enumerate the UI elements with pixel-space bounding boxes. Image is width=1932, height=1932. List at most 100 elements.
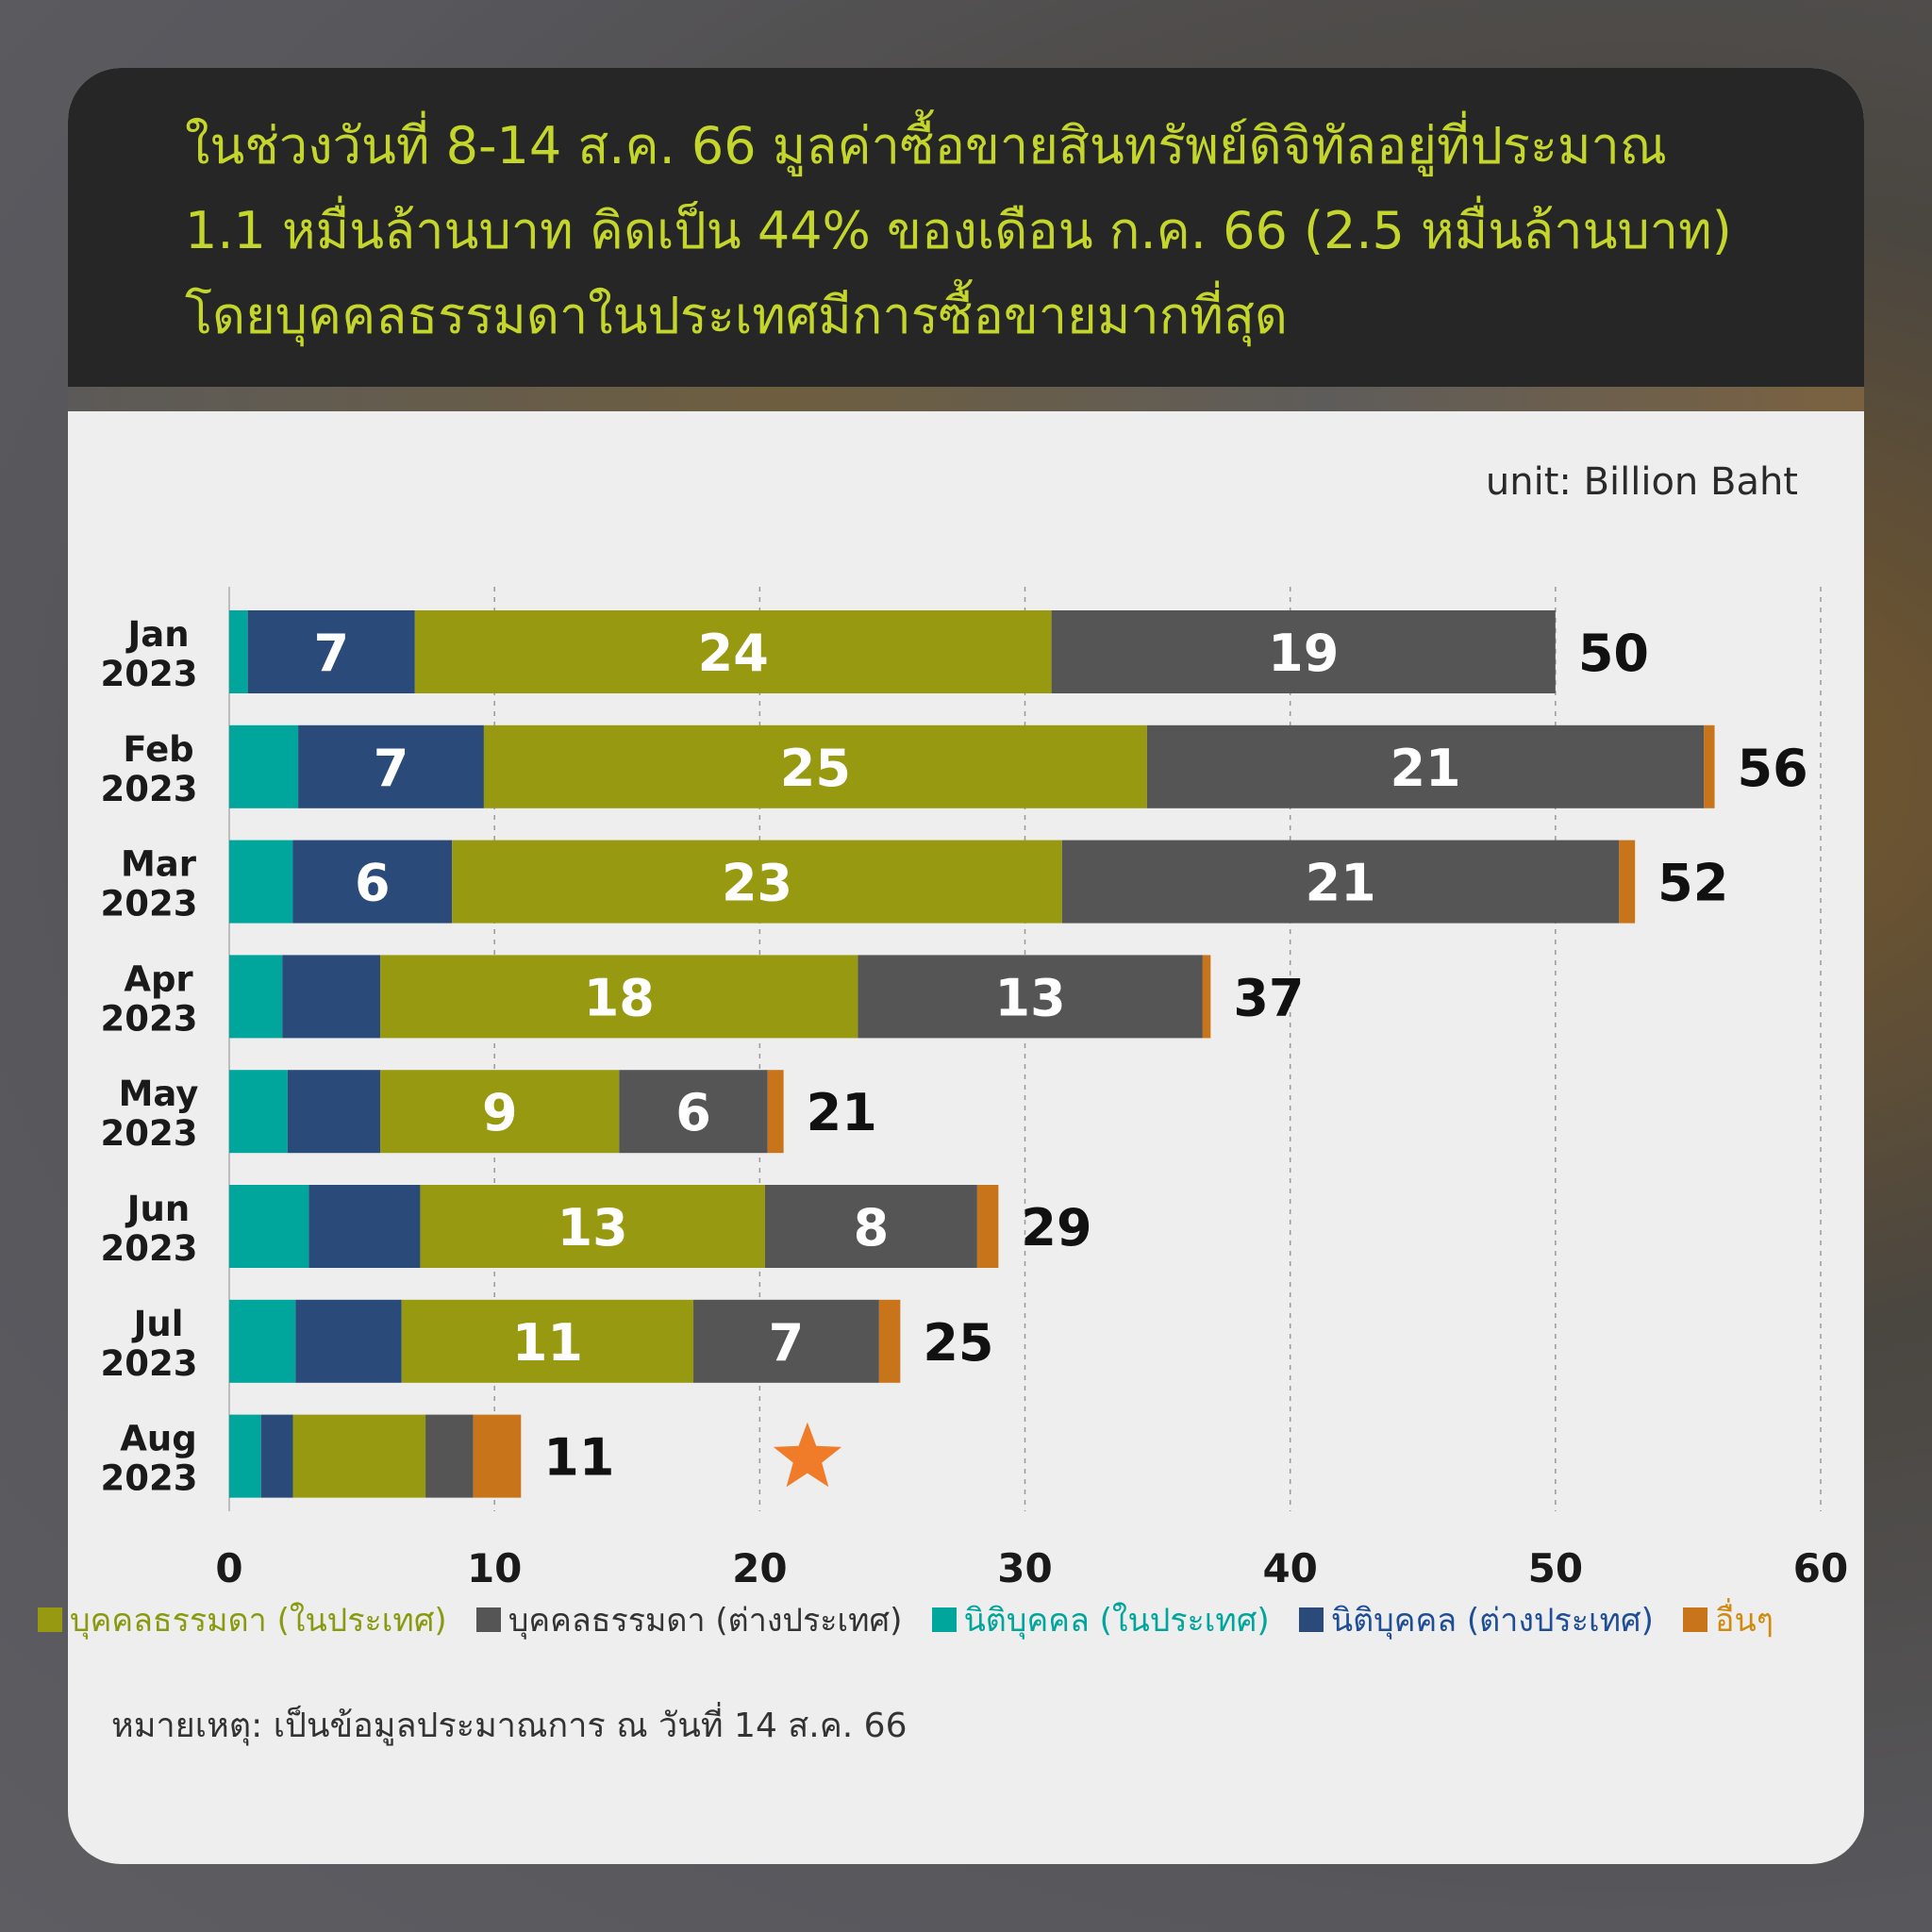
- legend-swatch: [38, 1607, 62, 1632]
- category-year-label: 2023: [101, 1458, 198, 1499]
- legend-swatch: [1683, 1607, 1708, 1632]
- legend-item: นิติบุคคล (ในประเทศ): [931, 1594, 1270, 1645]
- segment-label: 13: [995, 968, 1066, 1027]
- decorative-strip: [68, 387, 1864, 411]
- category-month-label: May: [119, 1074, 199, 1114]
- category-year-label: 2023: [101, 1228, 198, 1269]
- chart-title: ในช่วงวันที่ 8-14 ส.ค. 66 มูลค่าซื้อขายส…: [185, 104, 1826, 358]
- star-icon: [773, 1422, 842, 1488]
- bar-segment: [420, 1185, 765, 1268]
- title-line-2: 1.1 หมื่นล้านบาท คิดเป็น 44% ของเดือน ก.…: [185, 201, 1732, 260]
- bar-segment: [414, 610, 1052, 693]
- total-label: 52: [1657, 854, 1728, 913]
- legend-label: นิติบุคคล (ในประเทศ): [963, 1602, 1270, 1640]
- segment-label: 6: [675, 1083, 711, 1142]
- legend-item: บุคคลธรรมดา (ในประเทศ): [38, 1594, 447, 1645]
- total-label: 21: [807, 1083, 877, 1142]
- bar-segment: [401, 1299, 694, 1383]
- legend-swatch: [475, 1607, 501, 1632]
- bar-segment: [1061, 840, 1620, 924]
- segment-label: 6: [355, 854, 391, 913]
- x-tick-label: 20: [732, 1545, 787, 1591]
- segment-label: 24: [698, 624, 769, 683]
- category-year-label: 2023: [101, 654, 198, 694]
- bar-segment: [380, 1070, 620, 1154]
- bar-segment: [1146, 724, 1705, 808]
- category-month-label: Jan: [125, 614, 189, 655]
- bar-segment: [425, 1414, 474, 1498]
- x-tick-label: 10: [467, 1545, 522, 1591]
- chart-card: ในช่วงวันที่ 8-14 ส.ค. 66 มูลค่าซื้อขายส…: [68, 68, 1864, 1864]
- bar-segment: [298, 724, 484, 808]
- bar-segment: [229, 610, 248, 693]
- bar-segment: [619, 1070, 768, 1154]
- bar-segment: [380, 955, 858, 1039]
- legend-label: อื่นๆ: [1715, 1602, 1774, 1640]
- legend-item: นิติบุคคล (ต่างประเทศ): [1298, 1594, 1654, 1645]
- segment-label: 7: [313, 624, 349, 683]
- bar-segment: [229, 1299, 296, 1383]
- bar-segment: [260, 1414, 293, 1498]
- footnote: หมายเหตุ: เป็นข้อมูลประมาณการ ณ วันที่ 1…: [111, 1707, 908, 1745]
- category-year-label: 2023: [101, 998, 198, 1039]
- bar-segment: [287, 1070, 381, 1154]
- segment-label: 9: [482, 1083, 518, 1142]
- bar-segment: [247, 610, 415, 693]
- legend-item: บุคคลธรรมดา (ต่างประเทศ): [475, 1594, 903, 1645]
- segment-label: 7: [769, 1313, 805, 1373]
- legend-item: อื่นๆ: [1683, 1594, 1774, 1645]
- bar-segment: [282, 955, 381, 1039]
- category-month-label: Jul: [131, 1304, 184, 1344]
- category-year-label: 2023: [101, 1343, 198, 1384]
- bar-segment: [295, 1299, 402, 1383]
- legend-label: บุคคลธรรมดา (ในประเทศ): [70, 1602, 447, 1640]
- bar-segment: [452, 840, 1062, 924]
- category-year-label: 2023: [101, 884, 198, 924]
- category-month-label: Feb: [123, 729, 193, 770]
- legend-label: บุคคลธรรมดา (ต่างประเทศ): [508, 1602, 903, 1640]
- x-tick-label: 0: [215, 1545, 242, 1591]
- bar-segment: [767, 1070, 784, 1154]
- x-tick-label: 40: [1262, 1545, 1317, 1591]
- category-year-label: 2023: [101, 769, 198, 809]
- category-month-label: Jun: [125, 1189, 190, 1229]
- bar-segment: [693, 1299, 879, 1383]
- title-line-1: ในช่วงวันที่ 8-14 ส.ค. 66 มูลค่าซื้อขายส…: [185, 116, 1667, 175]
- total-label: 56: [1738, 739, 1808, 798]
- header-panel: ในช่วงวันที่ 8-14 ส.ค. 66 มูลค่าซื้อขายส…: [68, 68, 1864, 387]
- bar-segment: [1202, 955, 1211, 1039]
- bar-segment: [1704, 724, 1715, 808]
- bar-segment: [229, 955, 283, 1039]
- bar-segment: [1051, 610, 1556, 693]
- x-tick-label: 50: [1528, 1545, 1583, 1591]
- unit-label: unit: Billion Baht: [1485, 460, 1798, 504]
- legend-swatch: [931, 1607, 957, 1632]
- category-month-label: Mar: [121, 844, 197, 885]
- segment-label: 21: [1390, 739, 1460, 798]
- total-label: 50: [1578, 624, 1649, 683]
- category-month-label: Apr: [124, 958, 193, 999]
- total-label: 11: [543, 1428, 614, 1488]
- x-tick-label: 30: [997, 1545, 1052, 1591]
- bar-segment: [1619, 840, 1636, 924]
- bar-segment: [764, 1185, 977, 1268]
- legend-label: นิติบุคคล (ต่างประเทศ): [1330, 1602, 1654, 1640]
- category-year-label: 2023: [101, 1113, 198, 1154]
- bar-segment: [229, 1185, 309, 1268]
- total-label: 29: [1021, 1198, 1091, 1257]
- bar-segment: [858, 955, 1203, 1039]
- bar-segment: [483, 724, 1147, 808]
- legend-swatch: [1298, 1607, 1324, 1632]
- total-label: 25: [923, 1313, 993, 1373]
- segment-label: 11: [512, 1313, 583, 1373]
- x-tick-label: 60: [1793, 1545, 1848, 1591]
- bar-segment: [308, 1185, 421, 1268]
- segment-label: 23: [722, 854, 792, 913]
- legend: บุคคลธรรมดา (ในประเทศ) บุคคลธรรมดา (ต่างป…: [38, 1594, 1774, 1645]
- segment-label: 7: [374, 739, 409, 798]
- segment-label: 13: [558, 1198, 628, 1257]
- bar-segment: [229, 1414, 261, 1498]
- bar-segment: [976, 1185, 999, 1268]
- total-label: 37: [1233, 968, 1304, 1027]
